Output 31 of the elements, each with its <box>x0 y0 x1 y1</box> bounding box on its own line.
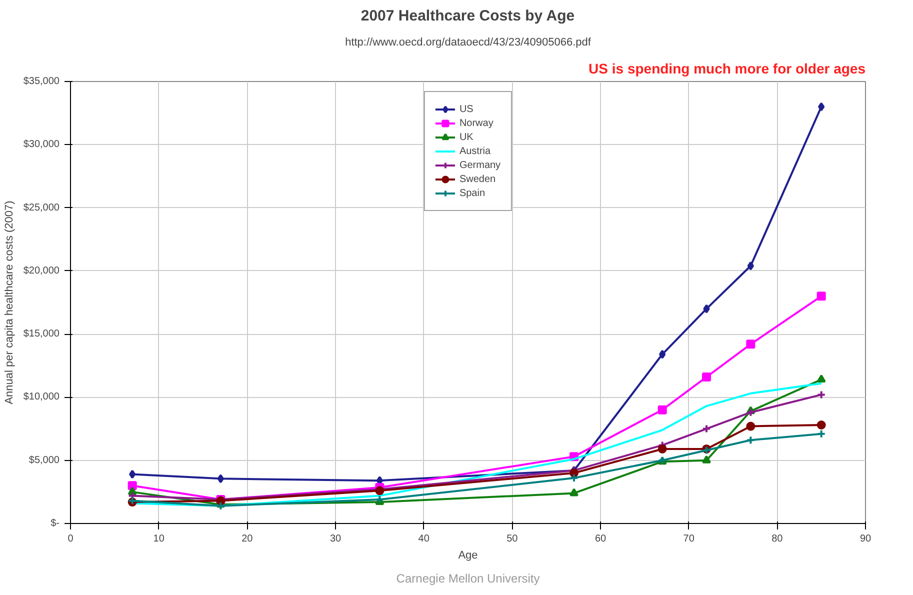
x-tick-label: 90 <box>860 534 872 544</box>
x-tick-label: 70 <box>683 534 695 544</box>
text: US is spending much more for older ages <box>588 60 866 76</box>
x-tick-label: 40 <box>418 534 430 544</box>
legend-label: Germany <box>459 158 501 172</box>
x-tick-label: 20 <box>242 534 254 544</box>
y-tick-label: $30,000 <box>23 139 60 150</box>
x-tick-label: 30 <box>330 534 342 544</box>
y-tick-label: $15,000 <box>23 328 60 340</box>
chart-subtitle: http://www.oecd.org/dataoecd/43/23/40905066.pdf <box>345 36 592 48</box>
x-tick-label: 60 <box>594 534 606 544</box>
legend-label: UK <box>459 130 474 144</box>
text: Carnegie Mellon University <box>396 572 540 586</box>
x-tick-label: 80 <box>772 534 784 544</box>
legend-label: Norway <box>459 116 494 130</box>
x-tick-label: 0 <box>68 534 74 544</box>
y-tick-label: $- <box>50 518 60 529</box>
legend-label: US <box>459 102 474 116</box>
legend-label: Spain <box>459 186 486 200</box>
y-tick-label: $5,000 <box>28 454 60 466</box>
y-tick-label: $20,000 <box>23 265 60 276</box>
y-tick-label: $35,000 <box>23 76 60 87</box>
y-axis-title: Annual per capita healthcare costs (2007) <box>3 200 16 404</box>
y-tick-label: $10,000 <box>23 392 60 403</box>
y-tick-label: $25,000 <box>23 202 60 214</box>
x-axis-title: Age <box>458 550 478 562</box>
chart-title: 2007 Healthcare Costs by Age <box>360 8 575 24</box>
x-tick-label: 50 <box>506 534 518 544</box>
x-tick-label: 10 <box>153 534 165 544</box>
legend-label: Sweden <box>459 172 496 186</box>
legend-label: Austria <box>459 144 491 158</box>
